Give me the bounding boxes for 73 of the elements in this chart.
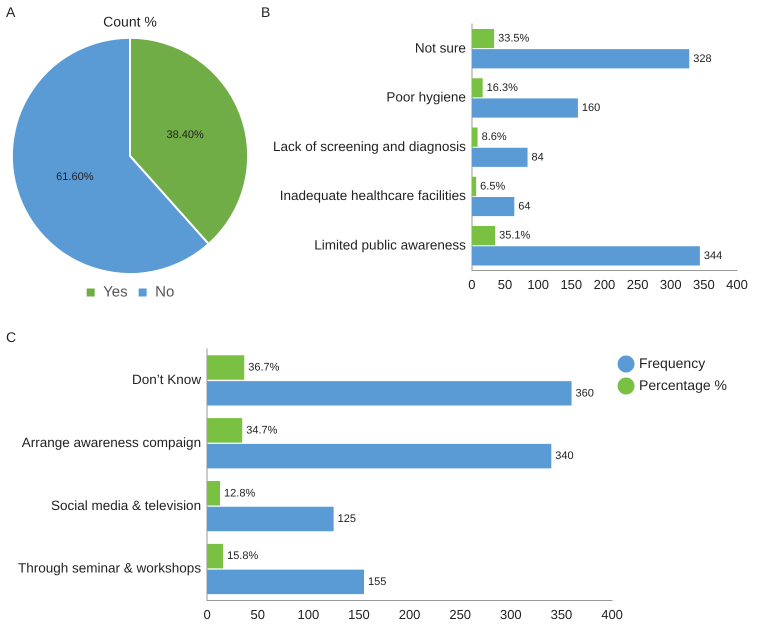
y-tick-label: Arrange awareness compaign [22, 434, 202, 450]
x-tick-label: 400 [601, 606, 623, 622]
bar [207, 381, 572, 406]
bar [207, 418, 242, 443]
data-label: 125 [338, 513, 356, 526]
bar [207, 481, 220, 506]
x-tick-label: 200 [398, 606, 420, 622]
data-label: 360 [576, 387, 594, 400]
data-label: 160 [582, 102, 600, 114]
data-label: 8.6% [482, 131, 507, 144]
y-tick-label: Poor hygiene [386, 90, 466, 105]
data-label: 64 [518, 200, 531, 213]
x-tick-label: 50 [250, 606, 265, 622]
x-tick-label: 350 [550, 606, 572, 622]
bar [472, 226, 496, 246]
x-tick-label: 100 [297, 606, 320, 622]
text: C [6, 328, 16, 345]
bar [472, 148, 528, 167]
bar [472, 196, 514, 216]
data-label: 84 [532, 151, 544, 164]
bar [472, 49, 690, 68]
x-tick-label: 150 [560, 276, 582, 292]
x-tick-label: 250 [626, 276, 648, 292]
x-tick-label: 0 [203, 606, 211, 622]
y-tick-label: Not sure [414, 40, 466, 56]
bar [472, 246, 700, 266]
x-tick-label: 50 [498, 276, 512, 292]
data-label: 16.3% [486, 82, 518, 94]
x-tick-label: 350 [693, 276, 715, 292]
x-tick-label: 400 [726, 276, 748, 292]
bar [207, 355, 244, 380]
bar [472, 28, 494, 48]
x-tick-label: 300 [500, 606, 522, 622]
data-label: 33.5% [498, 32, 530, 45]
x-tick-label: 0 [468, 276, 476, 292]
legend-label: Frequency [639, 354, 706, 371]
data-label: 36.7% [248, 362, 280, 374]
y-tick-label: Social media & television [51, 498, 202, 513]
data-label: 35.1% [499, 230, 531, 242]
x-tick-label: 300 [660, 276, 682, 292]
data-label: 61.60% [56, 170, 94, 183]
bar [207, 544, 224, 568]
x-tick-label: 150 [348, 606, 370, 622]
bar [207, 444, 552, 468]
data-label: 6.5% [480, 180, 506, 192]
x-tick-label: 250 [449, 606, 472, 622]
data-label: 34.7% [246, 424, 278, 436]
legend-label: Percentage % [639, 376, 728, 393]
bar [472, 128, 478, 147]
text: A [6, 4, 16, 20]
legend-label: No [155, 284, 174, 301]
bar [207, 570, 364, 594]
data-label: 340 [555, 450, 574, 462]
y-tick-label: Limited public awareness [314, 237, 466, 252]
y-tick-label: Lack of screening and diagnosis [272, 138, 466, 154]
data-label: 38.40% [166, 128, 204, 141]
data-label: 12.8% [224, 487, 256, 500]
data-label: 15.8% [227, 550, 258, 562]
legend-label: Yes [103, 284, 128, 301]
x-tick-label: 100 [527, 276, 550, 292]
data-label: 155 [368, 576, 386, 588]
y-tick-label: Don’t Know [132, 372, 202, 388]
text: B [261, 4, 270, 20]
x-tick-label: 200 [594, 276, 616, 292]
y-tick-label: Inadequate healthcare facilities [280, 188, 466, 204]
chart-title: Count % [103, 13, 157, 30]
bar [472, 98, 578, 118]
bar [207, 506, 334, 532]
data-label: 328 [693, 52, 712, 65]
bar [472, 176, 476, 196]
y-tick-label: Through seminar & workshops [18, 560, 202, 576]
bar [472, 78, 483, 98]
data-label: 344 [704, 250, 722, 262]
